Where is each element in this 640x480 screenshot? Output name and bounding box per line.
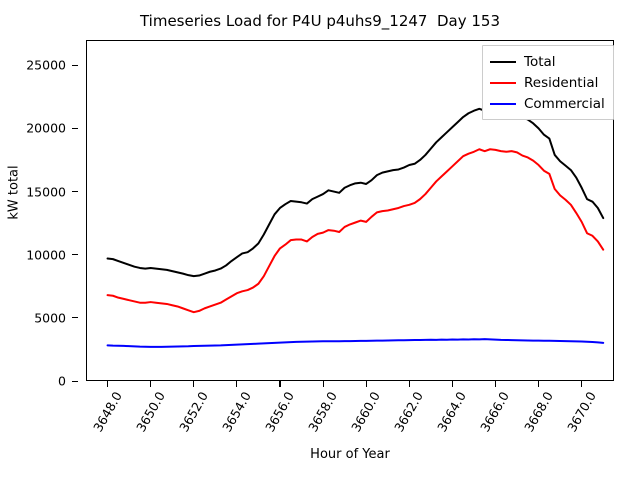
x-tick-label: 3668.0 — [520, 389, 556, 435]
x-tick-mark — [107, 381, 109, 387]
x-tick-mark — [236, 381, 238, 387]
chart-title: Timeseries Load for P4U p4uhs9_1247 Day … — [139, 12, 501, 30]
x-tick-label: 3662.0 — [391, 389, 427, 435]
y-tick-mark — [72, 380, 78, 382]
y-tick-label: 15000 — [26, 184, 66, 200]
y-tick-mark — [72, 317, 78, 319]
legend-label: Residential — [524, 74, 599, 91]
y-tick-mark — [72, 191, 78, 193]
x-tick-mark — [193, 381, 195, 387]
y-tick-mark — [72, 254, 78, 256]
x-tick-mark — [538, 381, 540, 387]
plot-frame — [86, 40, 614, 381]
y-tick-label: 20000 — [26, 120, 66, 136]
x-tick-label: 3652.0 — [175, 389, 211, 435]
x-axis-tick-labels: 3648.0 3650.0 3652.0 3654.0 3656.0 3658.0 3660… — [86, 381, 614, 471]
x-tick-label: 3654.0 — [218, 389, 254, 435]
x-tick-mark — [451, 381, 453, 387]
x-tick-label: 3656.0 — [262, 389, 297, 435]
legend-item-total[interactable]: Total — [490, 51, 605, 72]
x-tick-mark — [150, 381, 152, 387]
x-tick-label: 3666.0 — [477, 389, 513, 435]
y-tick-label: 25000 — [26, 57, 66, 73]
y-tick-mark — [72, 64, 78, 66]
x-tick-mark — [322, 381, 324, 387]
y-tick-label: 10000 — [26, 247, 66, 263]
legend-label: Commercial — [524, 95, 605, 112]
x-tick-label: 3650.0 — [132, 389, 168, 435]
series-line-total — [106, 107, 605, 278]
legend-label: Total — [524, 53, 556, 70]
legend-item-commercial[interactable]: Commercial — [490, 93, 605, 114]
x-tick-mark — [494, 381, 497, 387]
x-tick-label: 3670.0 — [563, 389, 599, 435]
y-tick-label: 0 — [58, 373, 66, 389]
legend-swatch-residential — [490, 81, 516, 84]
legend-swatch-total — [490, 60, 516, 63]
x-tick-mark — [279, 381, 281, 387]
x-tick-mark — [581, 381, 583, 387]
x-tick-label: 3658.0 — [305, 389, 341, 435]
chart-legend: Total Residential Commercial — [482, 45, 614, 120]
y-tick-mark — [72, 127, 78, 129]
series-line-commercial — [106, 338, 605, 348]
y-axis-tick-labels: 0 5000 10000 15000 20000 25000 — [0, 40, 79, 389]
legend-item-residential[interactable]: Residential — [490, 72, 605, 93]
y-tick-label: 5000 — [34, 310, 66, 326]
x-tick-mark — [408, 381, 410, 387]
x-tick-label: 3660.0 — [348, 389, 384, 435]
x-tick-mark — [365, 381, 367, 387]
series-line-residential — [106, 148, 605, 314]
x-axis-label: Hour of Year — [310, 447, 390, 462]
x-tick-label: 3664.0 — [434, 389, 470, 435]
legend-swatch-commercial — [490, 102, 516, 105]
x-tick-label: 3648.0 — [89, 389, 125, 435]
